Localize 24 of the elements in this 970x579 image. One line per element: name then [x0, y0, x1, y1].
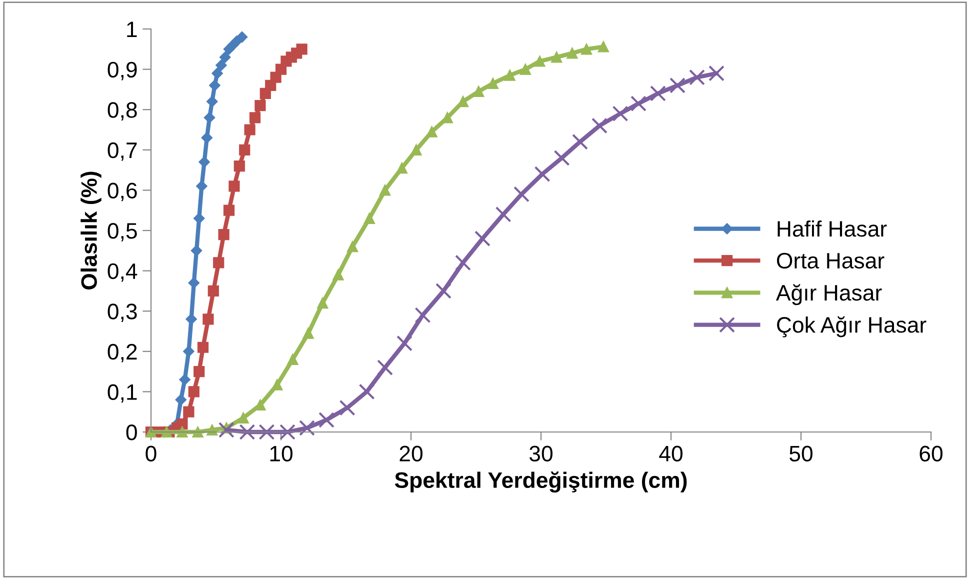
y-tick-label: 0,1 — [108, 384, 137, 403]
y-tick-label: 0,7 — [108, 142, 137, 161]
y-tick-label: 0,4 — [108, 263, 138, 282]
y-tick-label: 0 — [126, 424, 137, 440]
x-tick-label: 30 — [529, 446, 552, 462]
x-tick-label: 60 — [920, 446, 942, 462]
y-tick-label: 0,3 — [108, 304, 137, 322]
legend-label: Hafif Hasar — [778, 220, 887, 237]
x-tick-label: 0 — [146, 446, 156, 462]
x-tick-label: 20 — [400, 446, 422, 462]
legend-label: Ağır Hasar — [776, 284, 882, 306]
y-tick-label: 1 — [127, 22, 137, 38]
x-tick-label: 50 — [790, 446, 812, 462]
legend-label: Çok Ağır Hasar — [777, 316, 926, 338]
y-tick-label: 0,2 — [108, 344, 137, 362]
x-axis-title: Spektral Yerdeğiştirme (cm) — [394, 471, 687, 493]
x-tick-label: 40 — [659, 446, 682, 462]
y-tick-label: 0,8 — [108, 102, 137, 120]
legend-label: Orta Hasar — [776, 252, 884, 269]
y-axis-title: Olasılık (%) — [80, 172, 102, 290]
x-tick-label: 10 — [270, 446, 292, 462]
y-tick-label: 0,6 — [108, 182, 137, 202]
y-tick-label: 0,9 — [108, 62, 137, 80]
y-tick-label: 0,5 — [108, 223, 137, 242]
